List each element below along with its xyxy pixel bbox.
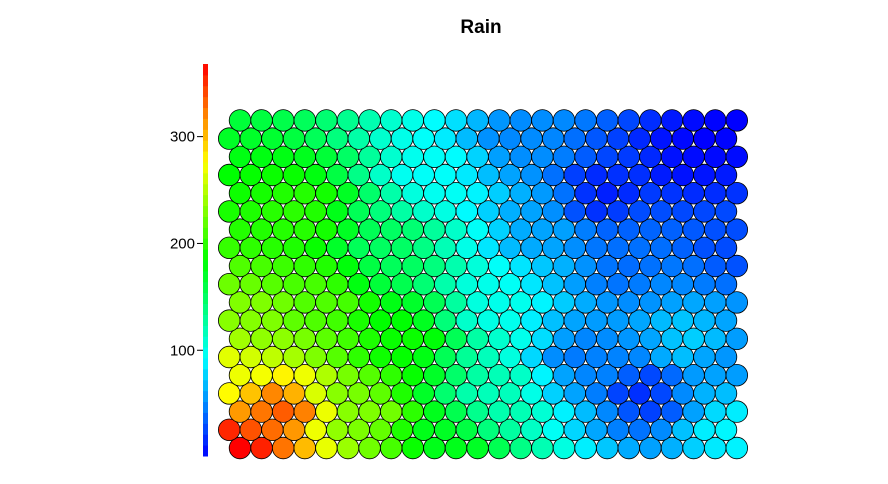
- hex-cell: [509, 109, 533, 132]
- color-scale-segment: [203, 238, 208, 250]
- hex-cell: [714, 418, 738, 442]
- color-scale-segment: [203, 118, 208, 130]
- color-scale-segment: [203, 151, 208, 163]
- hex-cell: [617, 109, 641, 132]
- hex-cell: [466, 109, 489, 132]
- hex-cell: [725, 145, 749, 169]
- color-scale-segment: [203, 336, 208, 348]
- color-scale-segment: [203, 140, 208, 152]
- hex-cell: [423, 109, 446, 132]
- color-scale-segment: [203, 249, 208, 261]
- hex-cell: [714, 163, 738, 187]
- color-scale-segment: [203, 162, 208, 174]
- color-scale-segment: [203, 325, 208, 337]
- color-scale-segment: [203, 172, 208, 185]
- hex-cell: [293, 109, 317, 132]
- color-scale-segment: [203, 445, 208, 457]
- color-scale-segment: [203, 270, 208, 283]
- color-scale-segment: [203, 390, 208, 403]
- color-scale-segment: [203, 347, 208, 359]
- color-scale-segment: [203, 260, 208, 272]
- hex-cell: [574, 109, 597, 132]
- hex-cell: [725, 218, 749, 241]
- hex-cell: [380, 109, 403, 132]
- color-scale-tick-label: 200: [170, 235, 195, 252]
- hex-cell: [444, 109, 468, 132]
- color-scale-segment: [203, 368, 208, 381]
- hex-cell: [714, 309, 738, 332]
- hex-cell: [725, 364, 749, 387]
- hex-cell: [639, 109, 662, 132]
- hex-cell: [714, 345, 738, 369]
- hex-cell: [725, 109, 749, 132]
- hex-cell: [596, 109, 619, 132]
- color-scale-segment: [203, 379, 208, 392]
- color-scale-segment: [203, 194, 208, 207]
- color-scale-segment: [203, 423, 208, 435]
- color-scale-segment: [203, 96, 208, 109]
- color-scale-segment: [203, 314, 208, 326]
- color-scale-segment: [203, 227, 208, 239]
- hex-cell: [660, 109, 684, 132]
- color-scale-segment: [203, 85, 208, 98]
- color-scale-segment: [203, 401, 208, 413]
- color-scale-tick-label: 300: [170, 129, 195, 146]
- color-scale-segment: [203, 74, 208, 87]
- color-scale-segment: [203, 358, 208, 370]
- color-scale-segment: [203, 183, 208, 196]
- hex-cell: [714, 382, 738, 405]
- hexagon-cells: [217, 109, 749, 460]
- color-scale-segment: [203, 107, 208, 119]
- hex-cell: [315, 109, 338, 132]
- color-scale-segment: [203, 64, 208, 76]
- color-scale-segment: [203, 412, 208, 424]
- hex-cell: [714, 273, 738, 296]
- color-scale-segment: [203, 216, 208, 228]
- hex-cell: [531, 109, 554, 132]
- color-scale-segment: [203, 129, 208, 141]
- hex-cell: [725, 436, 749, 460]
- hex-cell: [725, 400, 749, 423]
- hex-cell: [725, 327, 749, 351]
- hex-cell: [682, 109, 705, 132]
- hex-cell: [401, 109, 425, 132]
- hex-cell: [714, 127, 738, 150]
- hex-cell: [358, 109, 381, 132]
- color-scale-segment: [203, 205, 208, 217]
- color-scale-segment: [203, 281, 208, 294]
- hex-cell: [725, 254, 749, 278]
- hex-cell: [725, 291, 749, 314]
- hex-cell: [725, 181, 749, 205]
- color-scale-segment: [203, 434, 208, 446]
- hex-cell: [704, 109, 727, 132]
- color-scale-segment: [203, 292, 208, 305]
- hex-cell: [714, 236, 738, 260]
- hex-cell: [336, 109, 360, 132]
- hex-cell: [250, 109, 273, 132]
- hex-cell: [714, 200, 738, 223]
- hex-cell: [228, 109, 252, 132]
- chart-title: Rain: [460, 17, 501, 38]
- color-scale-segment: [203, 303, 208, 315]
- color-scale-tick-label: 100: [170, 342, 195, 359]
- color-scale-bar: 100 200 300: [170, 64, 208, 457]
- hex-cell: [552, 109, 576, 132]
- hex-cell: [488, 109, 511, 132]
- hex-cell: [272, 109, 295, 132]
